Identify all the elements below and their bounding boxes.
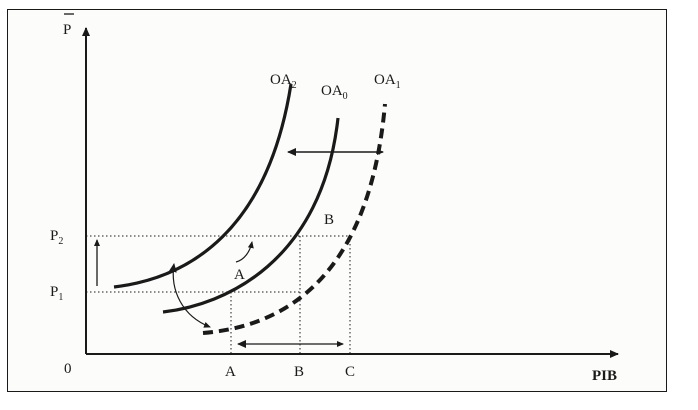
p2-label: P2 bbox=[50, 228, 63, 247]
mark-c: C bbox=[345, 364, 355, 380]
origin-label: 0 bbox=[64, 361, 72, 377]
label-oa1: OA1 bbox=[374, 72, 401, 91]
shift-curved-arrow bbox=[168, 263, 211, 328]
mark-b: B bbox=[294, 364, 304, 380]
curve-oa1 bbox=[202, 103, 387, 335]
point-a-curved-arrow bbox=[235, 241, 254, 263]
point-a: A bbox=[234, 267, 245, 283]
x-axis-label: PIB bbox=[592, 368, 617, 384]
curve-oa0 bbox=[162, 117, 340, 314]
label-oa0: OA0 bbox=[321, 83, 348, 102]
guide-lines bbox=[86, 235, 351, 354]
point-b: B bbox=[324, 212, 334, 228]
curve-oa2 bbox=[113, 83, 293, 289]
mark-a: A bbox=[225, 364, 236, 380]
figure-frame bbox=[7, 9, 667, 392]
p1-label: P1 bbox=[50, 284, 63, 303]
y-axis-label: P bbox=[63, 22, 71, 38]
label-oa2: OA2 bbox=[270, 72, 297, 91]
